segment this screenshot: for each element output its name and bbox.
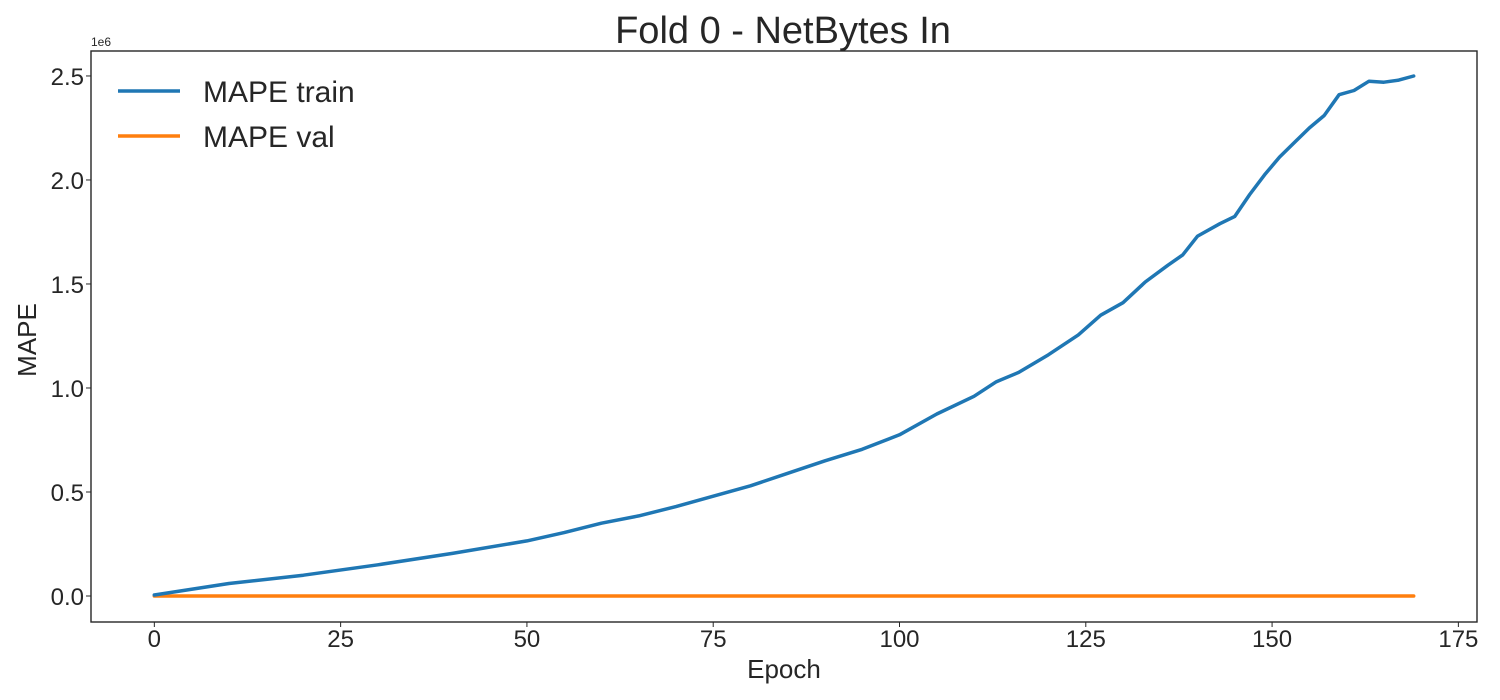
y-tick-label: 2.0 <box>51 168 84 195</box>
x-tick-label: 25 <box>327 626 354 653</box>
x-tick-label: 0 <box>148 626 161 653</box>
legend: MAPE train MAPE val <box>118 76 355 154</box>
y-tick-label: 1.0 <box>51 376 84 403</box>
x-tick-label: 75 <box>700 626 727 653</box>
legend-label: MAPE val <box>203 121 335 154</box>
series-line-mape-train <box>152 74 1416 597</box>
legend-label: MAPE train <box>203 76 355 109</box>
chart-title: Fold 0 - NetBytes In <box>615 10 951 52</box>
y-tick-label: 0.5 <box>51 480 84 507</box>
y-tick-label: 0.0 <box>51 584 84 611</box>
y-axis-ticks: 0.0 0.5 1.0 1.5 2.0 2.5 <box>51 64 91 611</box>
x-axis-ticks: 0 25 50 75 100 125 150 175 <box>148 622 1478 653</box>
x-axis-label: Epoch <box>747 654 821 684</box>
y-tick-label: 1.5 <box>51 272 84 299</box>
x-tick-label: 150 <box>1252 626 1292 653</box>
x-tick-label: 125 <box>1066 626 1106 653</box>
y-tick-label: 2.5 <box>51 64 84 91</box>
x-tick-label: 175 <box>1438 626 1478 653</box>
x-tick-label: 50 <box>514 626 541 653</box>
x-tick-label: 100 <box>879 626 919 653</box>
series-layer <box>152 74 1416 598</box>
y-axis-label: MAPE <box>12 303 42 377</box>
plot-area <box>90 50 1478 623</box>
y-axis-offset-label: 1e6 <box>91 35 111 49</box>
